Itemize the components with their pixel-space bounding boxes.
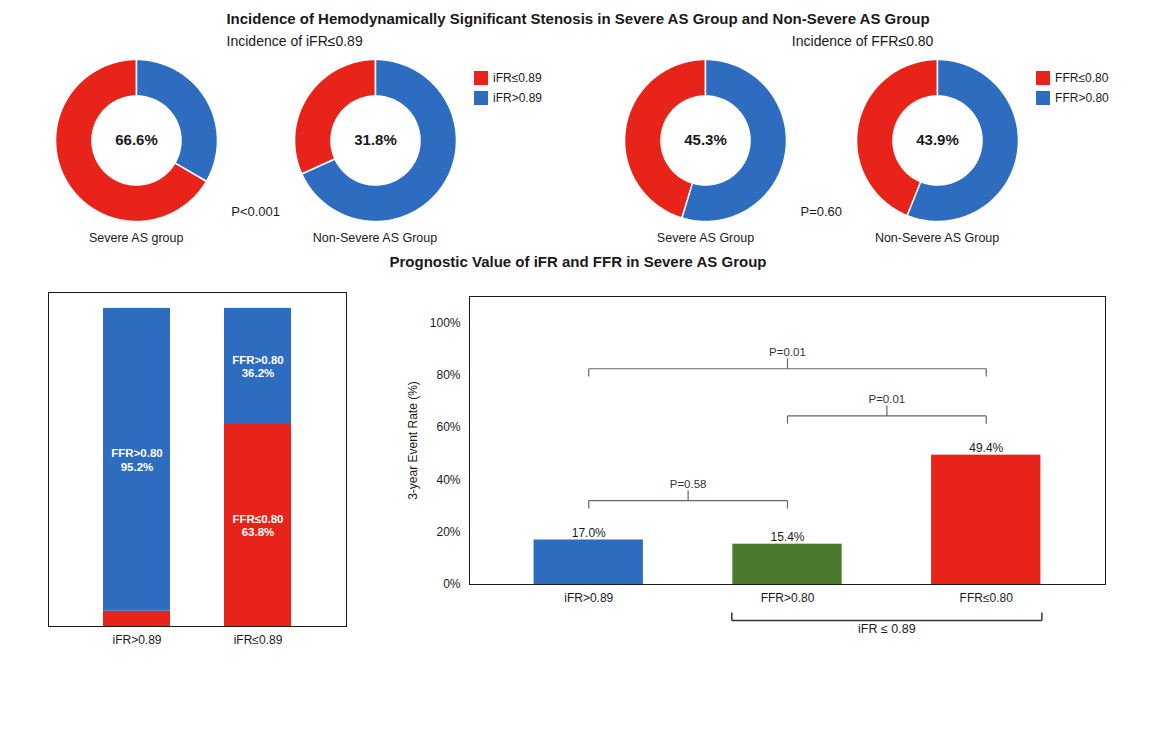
svg-text:0%: 0%	[443, 577, 461, 591]
svg-text:31.8%: 31.8%	[354, 131, 397, 148]
svg-text:17.0%: 17.0%	[571, 526, 605, 540]
svg-text:43.9%: 43.9%	[916, 131, 959, 148]
svg-text:FFR≤0.8063.8%: FFR≤0.8063.8%	[232, 513, 283, 538]
svg-text:iFR>0.89: iFR>0.89	[564, 591, 613, 605]
svg-text:40%: 40%	[436, 473, 460, 487]
html-text:Incidence of Hemodynamically S: Incidence of Hemodynamically Significant…	[226, 10, 930, 27]
svg-text:P=0.01: P=0.01	[769, 346, 806, 358]
html-text:FFR≤0.80: FFR≤0.80	[1055, 71, 1109, 85]
html-text:P=0.60: P=0.60	[800, 204, 843, 219]
html-text:Non-Severe AS Group: Non-Severe AS Group	[874, 231, 1000, 245]
html-text:P<0.001: P<0.001	[231, 204, 280, 219]
svg-text:FFR>0.8036.2%: FFR>0.8036.2%	[232, 354, 283, 379]
svg-text:iFR>0.89: iFR>0.89	[112, 633, 161, 647]
html-text:iFR>0.89: iFR>0.89	[493, 91, 542, 105]
svg-text:49.4%: 49.4%	[969, 441, 1003, 455]
svg-text:80%: 80%	[436, 368, 460, 382]
svg-text:3-year Event Rate (%): 3-year Event Rate (%)	[406, 381, 420, 500]
svg-text:iFR ≤ 0.89: iFR ≤ 0.89	[858, 622, 916, 636]
svg-text:FFR≤0.80: FFR≤0.80	[959, 591, 1013, 605]
svg-text:20%: 20%	[436, 525, 460, 539]
svg-text:66.6%: 66.6%	[115, 131, 158, 148]
svg-text:45.3%: 45.3%	[685, 131, 728, 148]
html-text:Incidence of FFR≤0.80: Incidence of FFR≤0.80	[791, 33, 934, 49]
svg-text:100%: 100%	[429, 316, 460, 330]
svg-text:60%: 60%	[436, 420, 460, 434]
html-text:Prognostic Value of iFR and FF: Prognostic Value of iFR and FFR in Sever…	[389, 253, 767, 270]
svg-text:15.4%: 15.4%	[770, 530, 804, 544]
svg-text:P=0.58: P=0.58	[669, 478, 706, 490]
html-text:Severe AS Group: Severe AS Group	[656, 231, 755, 245]
html-text:Severe AS group: Severe AS group	[89, 231, 184, 245]
html-text:Non-Severe AS Group: Non-Severe AS Group	[312, 231, 438, 245]
html-text:iFR≤0.89: iFR≤0.89	[493, 71, 542, 85]
svg-text:P=0.01: P=0.01	[868, 393, 905, 405]
svg-text:FFR>0.8095.2%: FFR>0.8095.2%	[111, 447, 162, 472]
html-text:FFR>0.80: FFR>0.80	[1055, 91, 1109, 105]
svg-text:FFR>0.80: FFR>0.80	[760, 591, 814, 605]
html-text:Incidence of iFR≤0.89: Incidence of iFR≤0.89	[226, 33, 363, 49]
svg-text:iFR≤0.89: iFR≤0.89	[233, 633, 282, 647]
